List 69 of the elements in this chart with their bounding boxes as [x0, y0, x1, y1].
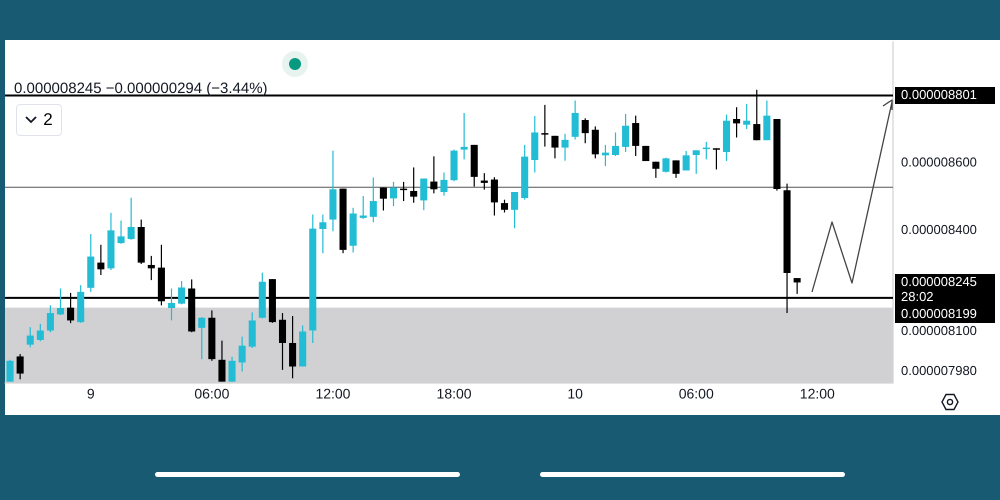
x-tick-label: 9: [86, 385, 95, 402]
candlestick: [562, 133, 569, 162]
candlestick: [460, 112, 468, 160]
candlestick: [794, 277, 801, 294]
y-tick-label: 0.000007980: [901, 363, 977, 378]
y-tick-label: 0.000008600: [901, 154, 977, 170]
candlestick: [370, 176, 377, 223]
candlestick: [228, 356, 236, 382]
candlestick: [480, 172, 488, 190]
candlestick: [733, 106, 740, 138]
candlestick: [572, 100, 579, 140]
candlestick: [36, 323, 44, 342]
ref-line-label: 0.000008199: [901, 306, 977, 322]
x-tick-label: 06:00: [194, 385, 230, 402]
candlestick: [582, 118, 589, 144]
x-tick-label: 10: [567, 385, 584, 402]
candlestick: [672, 160, 680, 178]
candlestick: [420, 178, 428, 211]
candlestick: [551, 135, 558, 159]
candlestick: [6, 359, 14, 382]
candlestick: [712, 148, 720, 170]
candlestick: [178, 280, 186, 305]
candlestick: [319, 214, 326, 254]
candlestick: [692, 150, 700, 174]
x-tick-label: 12:00: [800, 385, 836, 402]
candlestick: [602, 144, 609, 167]
candlestick: [743, 103, 750, 130]
text: 28:02: [901, 289, 934, 304]
candlestick: [511, 191, 518, 229]
candlestick: [360, 195, 367, 220]
x-tick-label: 12:00: [315, 385, 351, 402]
x-tick-label: 18:00: [436, 385, 472, 402]
candlestick: [380, 187, 387, 212]
candlestick: [128, 197, 135, 240]
candlestick: [440, 172, 448, 196]
candlestick: [612, 132, 620, 157]
candlestick: [400, 181, 408, 202]
candlestick: [702, 141, 710, 160]
candlestick: [16, 353, 24, 380]
candlestick: [238, 336, 246, 372]
candlestick: [652, 161, 660, 178]
text: 0.000008245: [901, 274, 977, 290]
candlestick: [218, 340, 226, 382]
candlestick: [289, 315, 296, 379]
candlestick: [168, 288, 176, 322]
candlestick: [541, 104, 548, 148]
candlestick: [56, 288, 64, 316]
candlestick: [118, 220, 125, 244]
candlestick: [410, 166, 418, 204]
candlestick: [490, 176, 498, 216]
candlestick: [622, 113, 630, 153]
annotation: 0.000008245 −0.000000294 (−3.44%): [14, 80, 268, 97]
candlestick: [662, 157, 670, 174]
annotation: 2: [43, 110, 53, 130]
candlestick: [500, 199, 508, 214]
y-tick-label: 0.000008100: [901, 322, 977, 338]
x-tick-label: 06:00: [678, 385, 714, 402]
candlestick: [198, 316, 206, 360]
ref-line-label: 0.000008801: [901, 87, 977, 102]
y-tick-label: 0.000008400: [901, 222, 977, 237]
candlestick: [278, 312, 286, 370]
candlestick: [390, 181, 398, 207]
candlestick: [430, 156, 438, 194]
candlestick: [148, 255, 155, 281]
candlestick: [26, 326, 34, 348]
candlestick: [97, 244, 104, 276]
candlestick: [632, 115, 640, 157]
candlestick: [682, 150, 690, 172]
candlestick: [46, 304, 54, 333]
